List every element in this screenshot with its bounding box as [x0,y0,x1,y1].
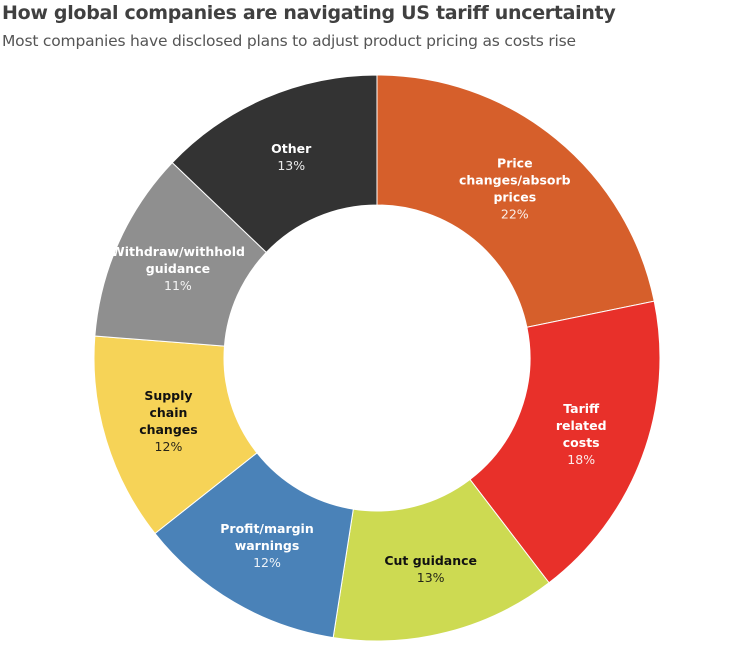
slice-label: Profit/margin [220,521,313,536]
chart-title: How global companies are navigating US t… [2,2,616,24]
slice-other [171,74,378,254]
slice-tariff-related-costs [469,300,661,584]
slice-value-label: 22% [501,207,529,222]
slice-label-group: Profit/margin warnings 12% [220,521,313,570]
slice-value-label: 13% [277,158,305,173]
slice-label: changes [139,422,198,437]
slice-label: prices [493,190,536,205]
slice-label: Supply [144,388,192,403]
slice-label-group: Cut guidance 13% [384,553,477,585]
slice-label: warnings [235,538,300,553]
slice-label: Price [497,156,533,171]
slice-value-label: 13% [417,570,445,585]
slice-value-label: 12% [253,555,281,570]
slice-label-group: Withdraw/withhold guidance 11% [111,244,245,293]
slice-label: chain [149,405,187,420]
slice-label: Cut guidance [384,553,477,568]
slice-label: guidance [146,261,210,276]
chart-subtitle: Most companies have disclosed plans to a… [2,32,576,50]
slice-value-label: 18% [567,452,595,467]
slice-value-label: 12% [155,439,183,454]
slice-label-group: Price changes/absorb prices 22% [459,156,571,222]
slice-label: Other [271,141,312,156]
slice-value-label: 11% [164,278,192,293]
slice-label: Tariff [563,401,600,416]
slice-label: changes/absorb [459,173,571,188]
slice-label: related [556,418,607,433]
slice-label: Withdraw/withhold [111,244,245,259]
slice-price-changes-absorb-prices [376,74,655,328]
slice-label-group: Tariff related costs 18% [556,401,607,467]
slice-label-group: Supply chain changes 12% [139,388,198,454]
slice-label-group: Other 13% [271,141,312,173]
slice-label: costs [563,435,600,450]
